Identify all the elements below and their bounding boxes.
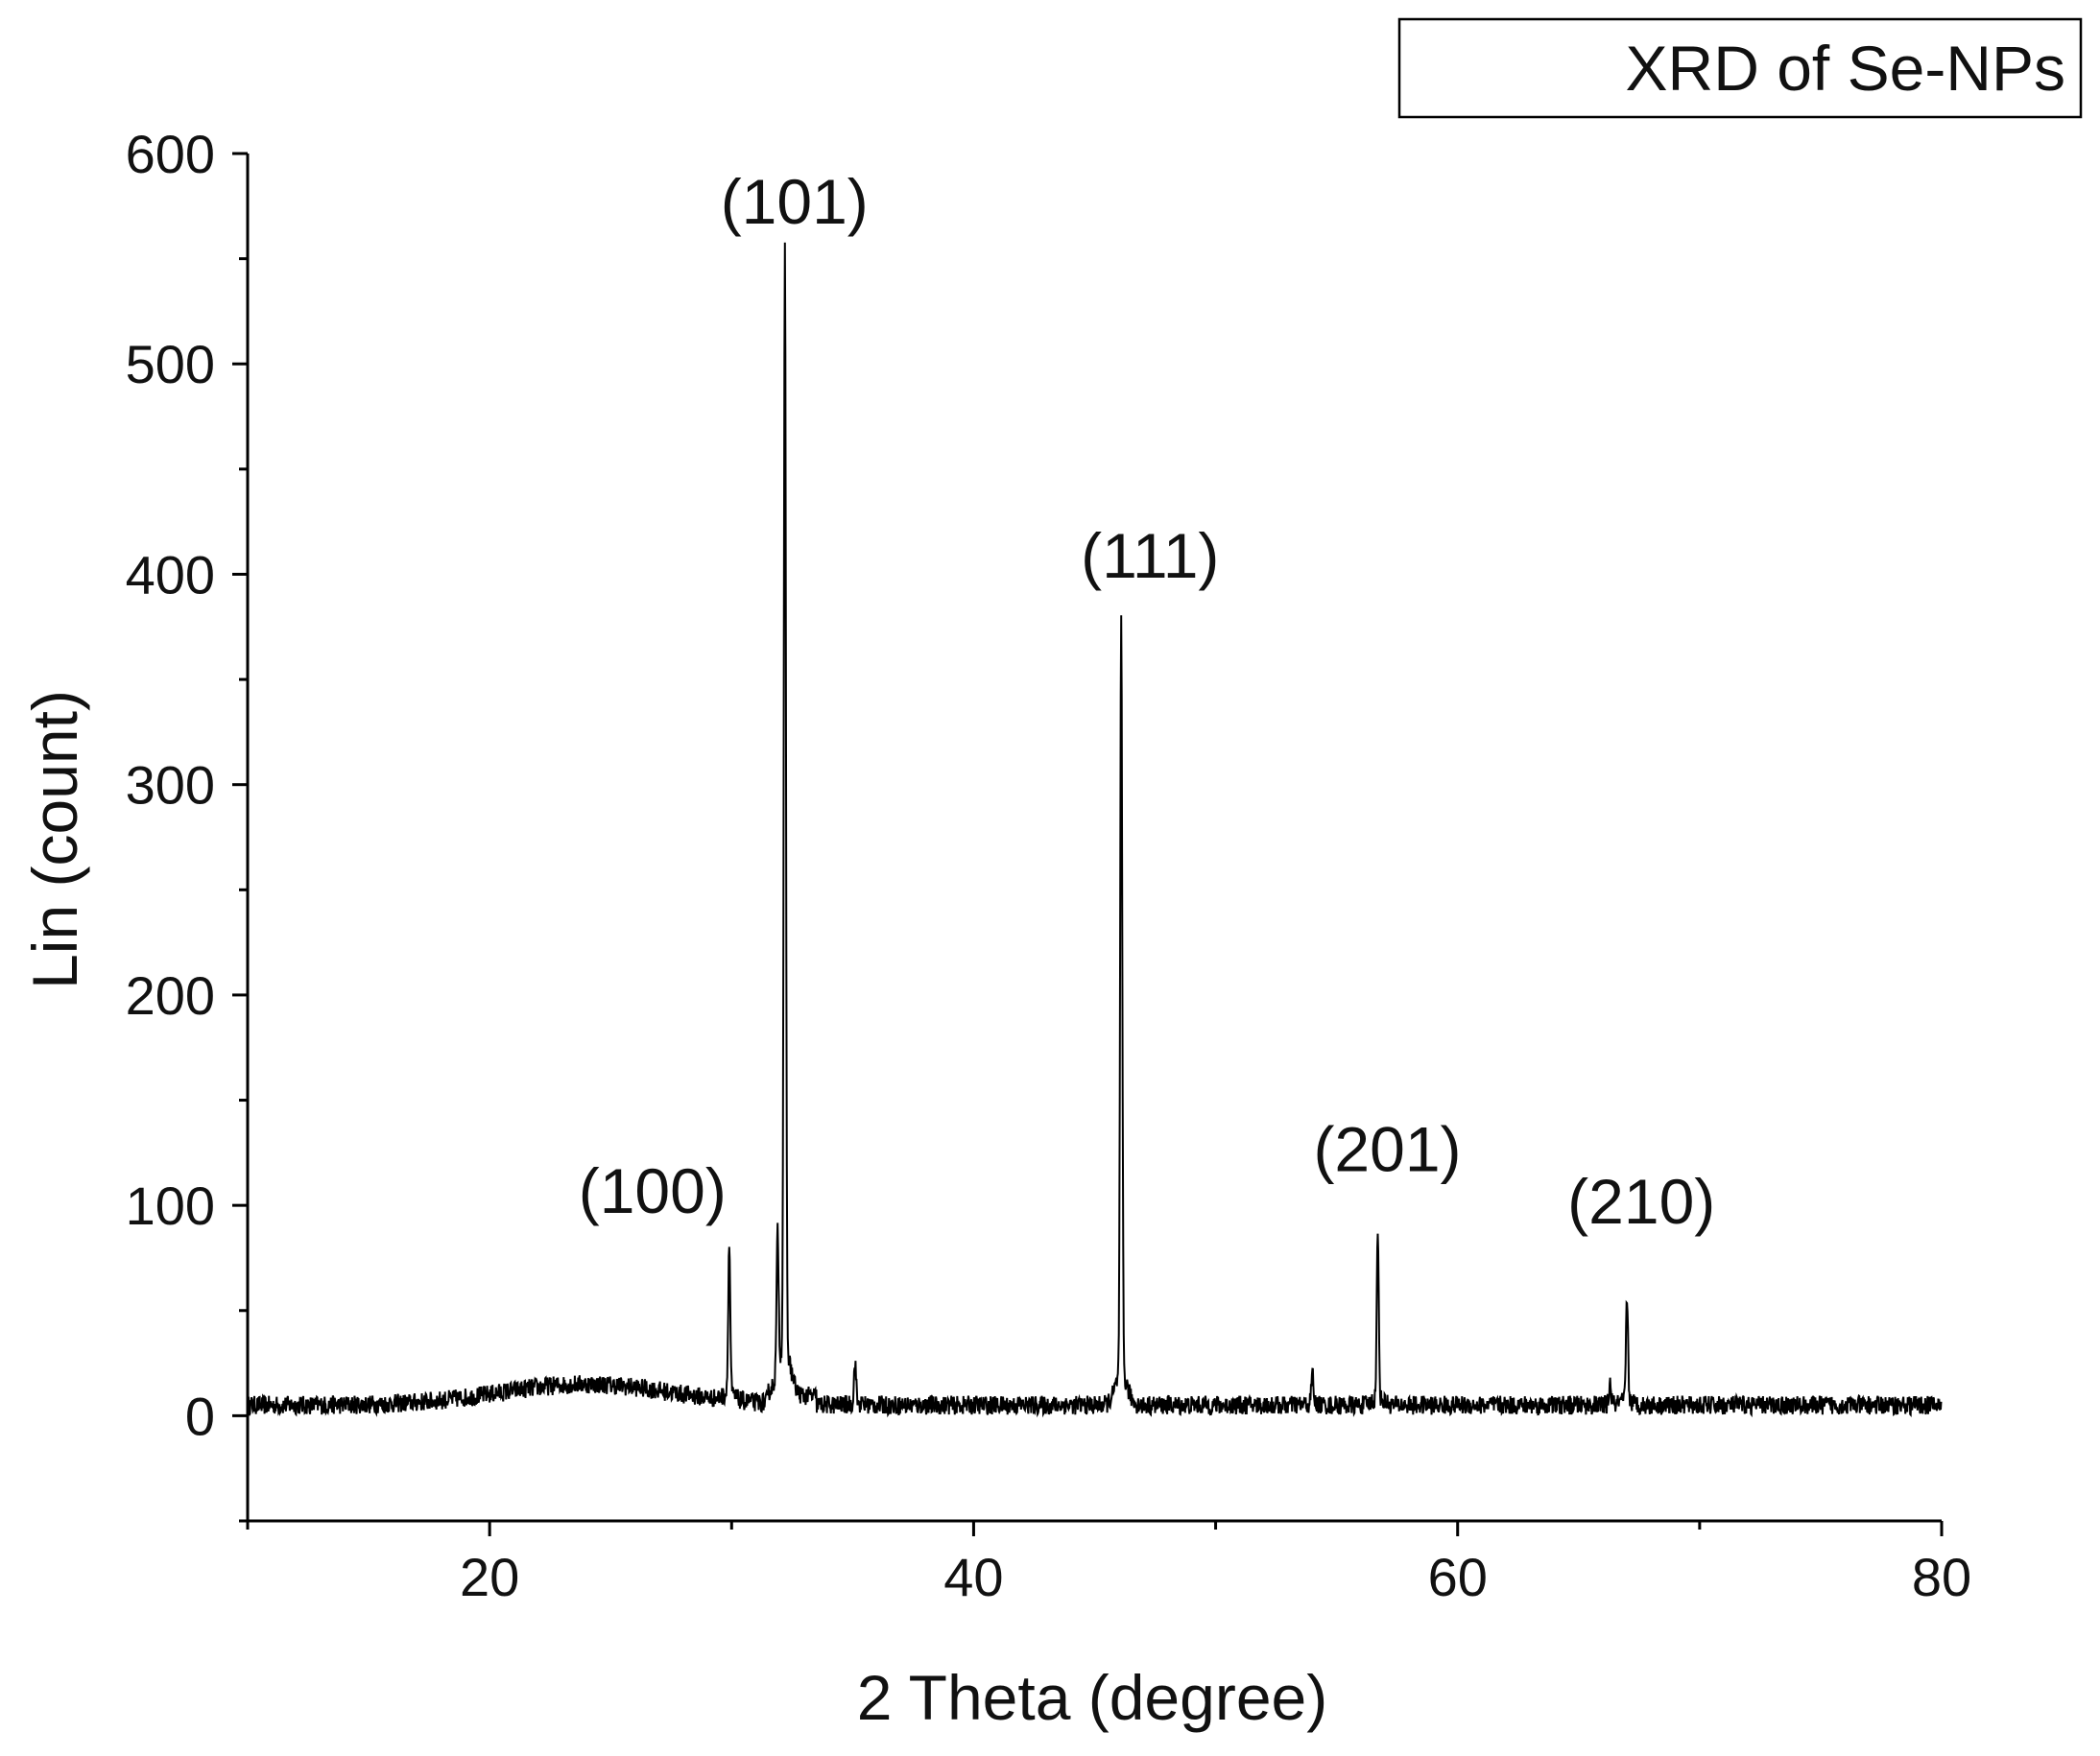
- x-axis-title: 2 Theta (degree): [857, 1662, 1327, 1733]
- legend-box: [1397, 17, 2083, 119]
- y-tick-label: 0: [185, 1386, 215, 1446]
- peak-label: (111): [1081, 520, 1219, 591]
- legend-entry: XRD of Se-NPs: [1626, 33, 2065, 104]
- peak-label: (210): [1567, 1166, 1715, 1237]
- y-tick-label: 500: [126, 334, 215, 394]
- y-axis-title: Lin (count): [19, 690, 90, 989]
- axes: 0 100 200 300 400 500 600 20 40 60 80: [126, 124, 1972, 1607]
- x-ticks: 20 40 60 80: [246, 1521, 1971, 1607]
- peak-label: (101): [721, 166, 869, 237]
- x-tick-label: 20: [460, 1547, 519, 1607]
- peak-labels: (100) (101) (111) (201) (210): [579, 166, 1716, 1237]
- y-tick-label: 300: [126, 755, 215, 816]
- x-tick-label: 40: [943, 1547, 1003, 1607]
- y-tick-label: 100: [126, 1175, 215, 1236]
- x-tick-label: 80: [1912, 1547, 1971, 1607]
- y-tick-label: 600: [126, 124, 215, 184]
- y-tick-label: 200: [126, 965, 215, 1026]
- peak-label: (201): [1313, 1114, 1461, 1185]
- y-ticks: 0 100 200 300 400 500 600: [126, 124, 248, 1523]
- legend: XRD of Se-NPs: [1397, 17, 2083, 119]
- xrd-series-line: [247, 242, 1943, 1418]
- y-tick-label: 400: [126, 544, 215, 605]
- x-tick-label: 60: [1428, 1547, 1488, 1607]
- peak-label: (100): [579, 1155, 727, 1226]
